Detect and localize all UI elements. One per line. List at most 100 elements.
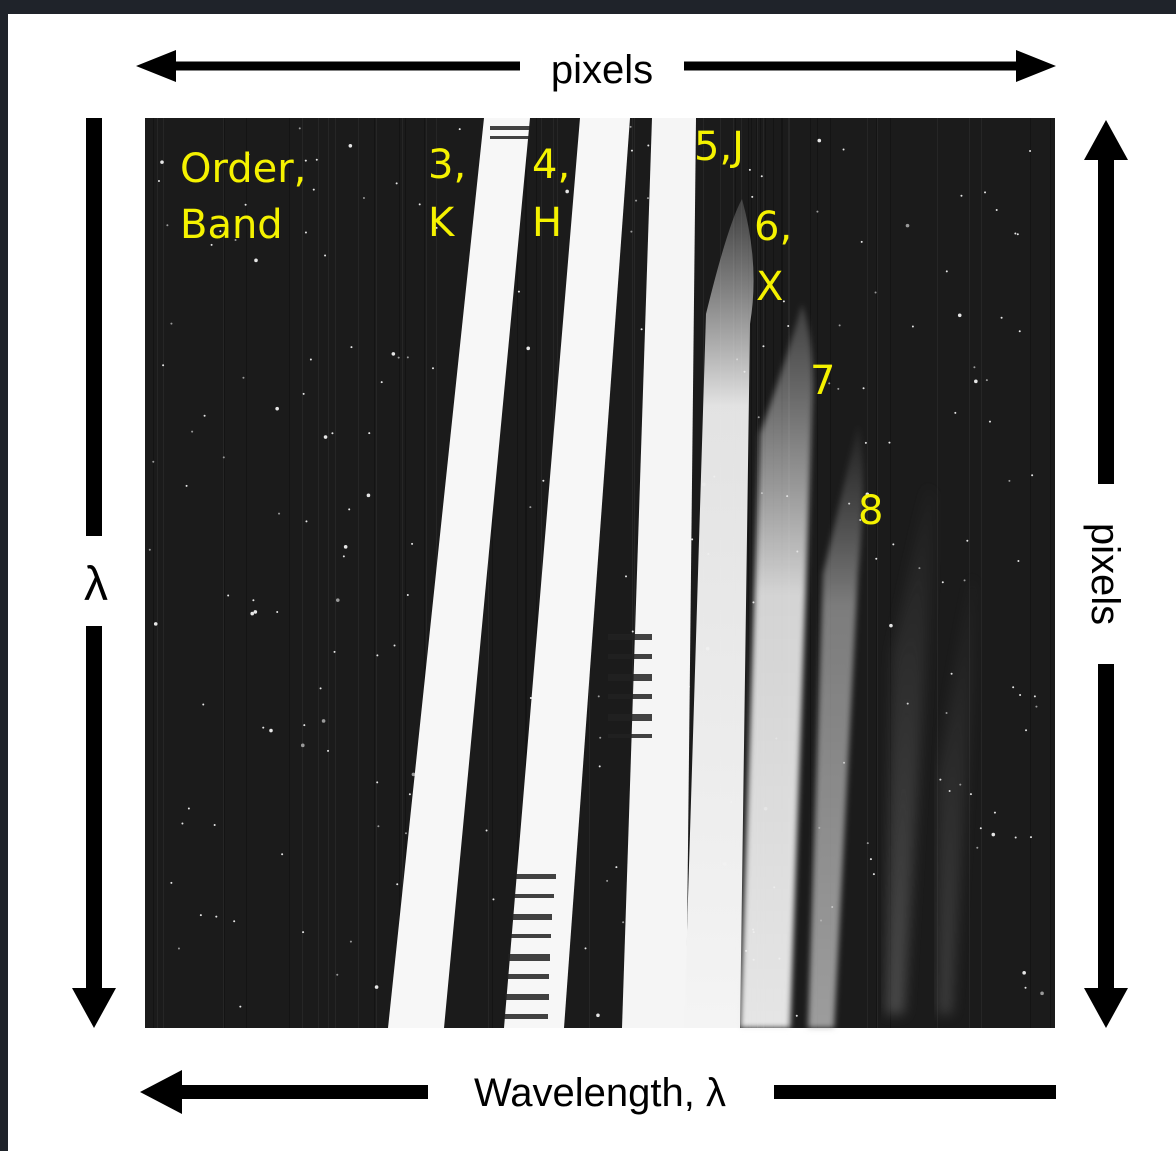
hot-pixel [303,724,306,727]
hot-pixel [278,512,281,515]
hot-pixel [860,240,863,243]
hot-pixel [342,555,345,558]
detector-stripe [748,118,749,1028]
hot-pixel [252,599,255,602]
hot-pixel [203,414,206,417]
hot-pixel [406,356,409,359]
hot-pixel [305,520,308,523]
hot-pixel [366,493,371,498]
detector-stripe [163,118,164,1028]
hot-pixel [957,313,962,318]
hot-pixel [872,873,875,876]
hot-pixel [529,506,532,509]
hot-pixel [191,430,194,433]
hot-pixel [219,230,222,233]
hot-pixel [542,479,545,482]
hot-pixel [787,325,790,328]
hot-pixel [597,695,600,698]
order-5-trace [622,118,696,1028]
hot-pixel [976,846,979,849]
hot-pixel [865,492,870,497]
hot-pixel [1029,836,1032,839]
legend-band-label: Band [180,202,283,248]
hot-pixel [526,346,531,351]
detector-stripe [876,118,877,1028]
hot-pixel [1040,991,1044,996]
left-wavelength-arrow [72,118,116,1028]
hot-pixel [945,270,948,273]
hot-pixel [275,406,279,411]
hot-pixel [954,411,957,414]
hot-pixel [492,898,495,901]
hot-pixel [162,364,165,367]
hot-pixel [253,610,258,614]
hot-pixel [640,328,643,331]
detector-stripe [153,118,154,1028]
detector-stripe [424,118,425,1028]
hot-pixel [606,879,609,882]
hot-pixel [1000,316,1003,319]
hot-pixel [148,548,151,551]
hot-pixel [816,210,819,213]
detector-stripe [399,118,400,1028]
hot-pixel [1024,986,1027,989]
hot-pixel [408,793,411,796]
hot-pixel [380,381,383,384]
order-7-trace [740,304,813,1028]
band-label-h: H [532,200,562,246]
hot-pixel [875,557,878,560]
hot-pixel [160,160,164,164]
right-pixels-arrow [1084,120,1128,1028]
hot-pixel [631,630,634,633]
hot-pixel [862,387,865,390]
detector-stripe [426,118,427,1028]
hot-pixel [993,811,996,814]
band-label-k: K [428,200,456,246]
detector-stripe [328,118,329,1028]
detector-stripe [302,118,303,1028]
hot-pixel [1025,729,1028,732]
hot-pixel [1017,560,1020,563]
hot-pixel [911,325,914,328]
hot-pixel [762,345,765,348]
diagram-canvas: pixels λ pixels Wavelength, λ Order, Ban… [8,14,1176,1151]
absorption-bands [490,126,652,1019]
order-10-trace [938,574,978,1014]
hot-pixel [336,973,339,976]
hot-pixel [397,356,400,359]
hot-pixel [348,143,353,148]
hot-pixel [1022,971,1026,975]
hot-pixel [1033,695,1036,698]
bottom-wavelength-arrow [140,1070,1056,1114]
detector-stripe [867,118,868,1028]
hot-pixel [838,324,841,327]
hot-pixel [979,827,982,830]
detector-stripe [246,118,247,1028]
hot-pixel [411,542,414,545]
hot-pixel [335,598,340,602]
detector-stripe [335,118,336,1028]
hot-pixel [1031,474,1034,477]
hot-pixel [691,538,694,541]
hot-pixel [327,749,330,752]
hot-pixel [757,416,760,419]
detector-stripe [492,118,493,1028]
hot-pixel [828,382,831,385]
hot-pixel [233,920,236,923]
hot-pixel [991,832,996,837]
hot-pixel [973,366,976,369]
hot-pixel [227,594,230,597]
detector-stripe [374,118,375,1028]
hot-pixel [646,197,649,200]
top-pixels-label: pixels [551,48,653,92]
hot-pixel [435,226,438,229]
hot-pixel [331,432,334,435]
detector-stripe [376,118,377,1028]
hot-pixel [411,772,416,777]
hot-pixel [215,915,218,918]
hot-pixel [625,575,628,578]
order-label-4: 4, [532,142,570,188]
hot-pixel [647,144,650,147]
hot-pixel [629,125,632,128]
hot-pixel [941,581,944,584]
